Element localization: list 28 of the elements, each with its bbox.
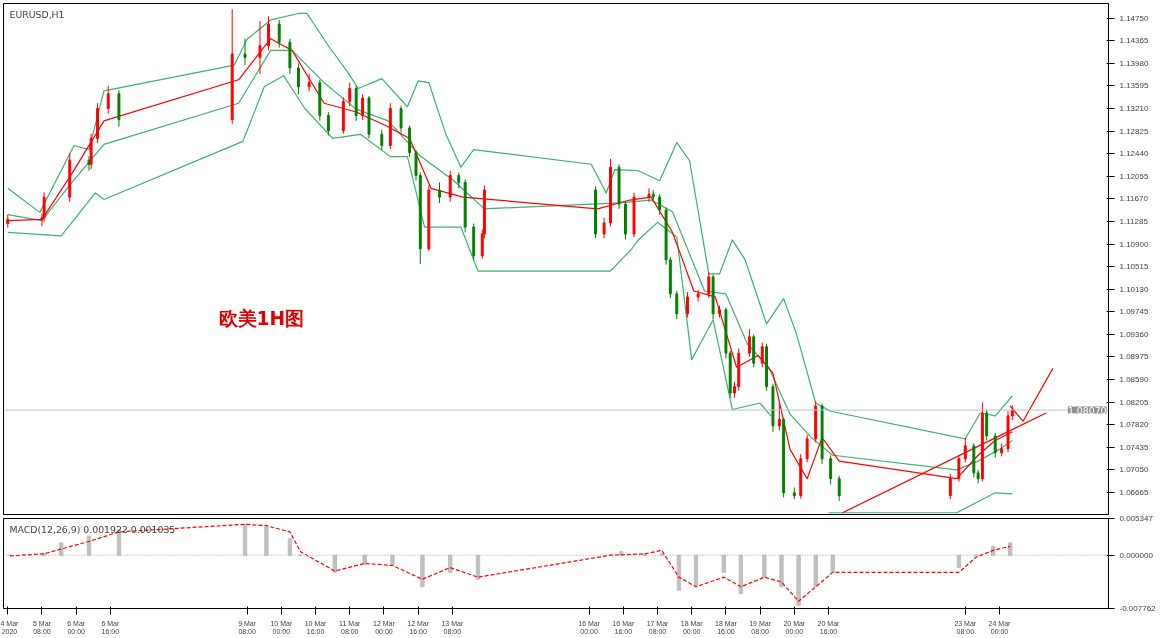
y-tick-label: 1.09360 xyxy=(1119,329,1149,339)
y-tick-label: 1.07050 xyxy=(1119,465,1149,475)
y-tick-label: 0.005347 xyxy=(1119,514,1154,523)
y-tick-label: 1.14750 xyxy=(1119,13,1149,23)
y-tick-label: 1.12440 xyxy=(1119,149,1149,159)
y-tick-label: 1.11670 xyxy=(1119,194,1149,204)
y-tick-label: 1.13210 xyxy=(1119,104,1149,114)
y-tick-label: 1.12055 xyxy=(1119,171,1149,181)
y-tick-label: -0.007762 xyxy=(1119,604,1157,613)
y-tick-label: 1.09745 xyxy=(1119,307,1149,317)
y-tick-label: 1.07435 xyxy=(1119,442,1149,452)
y-tick-label: 1.10515 xyxy=(1119,262,1149,272)
annotation: 欧美1H图 xyxy=(218,308,305,330)
y-tick-label: 1.12825 xyxy=(1119,126,1149,136)
y-tick-label: 1.08205 xyxy=(1119,397,1149,407)
y-tick-label: 1.08590 xyxy=(1119,375,1149,385)
y-tick-label: 0.000000 xyxy=(1119,550,1154,560)
y-tick-label: 1.10900 xyxy=(1119,239,1149,249)
y-tick-label: 1.14365 xyxy=(1119,36,1149,46)
y-tick-label: 1.13980 xyxy=(1119,58,1149,68)
y-tick-label: 1.06665 xyxy=(1119,488,1149,497)
y-tick-label: 1.08975 xyxy=(1119,352,1149,362)
y-tick-label: 1.11285 xyxy=(1119,216,1149,226)
ref-line-label: 1.08070 xyxy=(1067,404,1107,416)
text: EURUSD,H1 xyxy=(9,8,65,20)
y-tick-label: 1.07820 xyxy=(1119,420,1149,430)
y-tick-label: 1.10130 xyxy=(1119,284,1149,294)
y-tick-label: 1.13595 xyxy=(1119,81,1149,91)
